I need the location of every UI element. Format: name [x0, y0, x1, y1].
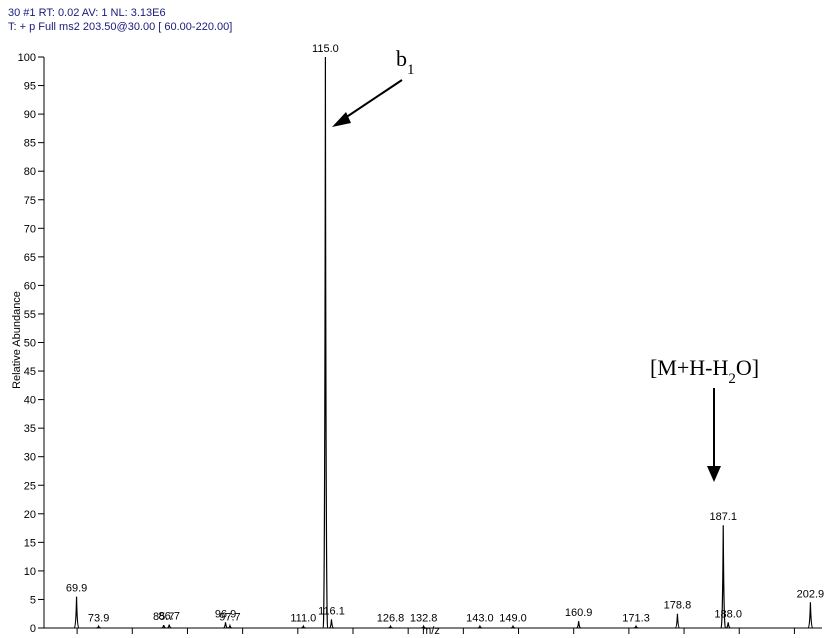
y-tick-label: 90 — [24, 109, 36, 121]
peak-label: 149.0 — [499, 612, 527, 624]
y-axis-label: Relative Abundance — [11, 291, 23, 389]
annotation: b1 — [396, 46, 415, 78]
peak-label: 97.7 — [219, 612, 240, 624]
y-tick-label: 35 — [24, 423, 36, 435]
arrow-head — [707, 466, 721, 482]
y-tick-label: 65 — [24, 252, 36, 264]
peak — [674, 613, 680, 629]
peak-label: 160.9 — [565, 607, 593, 619]
peak-label: 171.3 — [622, 612, 650, 624]
peak-label: 116.1 — [318, 605, 345, 617]
x-axis-label: m/z — [422, 625, 440, 637]
header-line: 30 #1 RT: 0.02 AV: 1 NL: 3.13E6 — [8, 7, 166, 19]
y-tick-label: 80 — [24, 166, 36, 178]
peak-label: 111.0 — [290, 612, 316, 624]
peak-label: 115.0 — [312, 43, 339, 55]
y-tick-label: 30 — [24, 452, 36, 464]
y-tick-label: 55 — [24, 309, 36, 321]
peak — [322, 56, 329, 629]
arrow-head — [332, 112, 351, 127]
peak — [161, 625, 167, 629]
peak — [725, 622, 731, 629]
peak-label: 188.0 — [714, 608, 742, 620]
arrow — [341, 79, 403, 121]
peak — [329, 619, 334, 629]
peak — [510, 624, 516, 629]
y-tick-label: 5 — [30, 594, 36, 606]
peak — [633, 624, 639, 629]
peak — [720, 525, 727, 629]
peak — [301, 624, 306, 629]
y-tick-label: 45 — [24, 366, 36, 378]
peak-label: 202.9 — [797, 588, 825, 600]
peak-label: 143.0 — [466, 612, 494, 624]
y-tick-label: 95 — [24, 81, 36, 93]
peak-label: 73.9 — [88, 612, 109, 624]
peak — [388, 624, 393, 629]
y-tick-label: 40 — [24, 395, 36, 407]
y-tick-label: 75 — [24, 195, 36, 207]
peak-label: 132.8 — [410, 612, 438, 624]
annotation: [M+H-H2O] — [650, 355, 759, 387]
y-tick-label: 0 — [30, 623, 36, 635]
y-tick-label: 70 — [24, 223, 36, 235]
peak-label: 187.1 — [709, 511, 737, 523]
annotation-part: b — [396, 46, 407, 71]
peak — [421, 624, 426, 629]
annotation-part: 2 — [728, 371, 736, 387]
peak — [96, 624, 101, 629]
peak — [166, 624, 172, 629]
y-tick-label: 85 — [24, 138, 36, 150]
y-tick-label: 60 — [24, 280, 36, 292]
annotation-part: 1 — [407, 62, 415, 78]
y-tick-label: 100 — [18, 52, 36, 64]
y-tick-label: 25 — [24, 480, 36, 492]
y-tick-label: 20 — [24, 509, 36, 521]
peak — [227, 623, 233, 629]
peak-label: 69.9 — [66, 583, 87, 595]
annotation-part: O] — [736, 355, 759, 380]
peak — [73, 596, 80, 629]
peak — [223, 622, 228, 629]
peak — [807, 602, 814, 629]
annotation-part: [M+H-H — [650, 355, 729, 380]
peak-label: 96.9 — [215, 608, 236, 620]
peak — [477, 624, 483, 629]
y-tick-label: 15 — [24, 537, 36, 549]
peak-label: 86.7 — [159, 611, 180, 623]
peak-label: 126.8 — [377, 612, 405, 624]
peak — [576, 621, 582, 629]
y-tick-label: 50 — [24, 338, 36, 350]
y-tick-label: 10 — [24, 566, 36, 578]
peak-label: 85.7 — [153, 611, 174, 623]
header-line: T: + p Full ms2 203.50@30.00 [ 60.00-220… — [8, 21, 232, 33]
peak-label: 178.8 — [664, 600, 692, 612]
